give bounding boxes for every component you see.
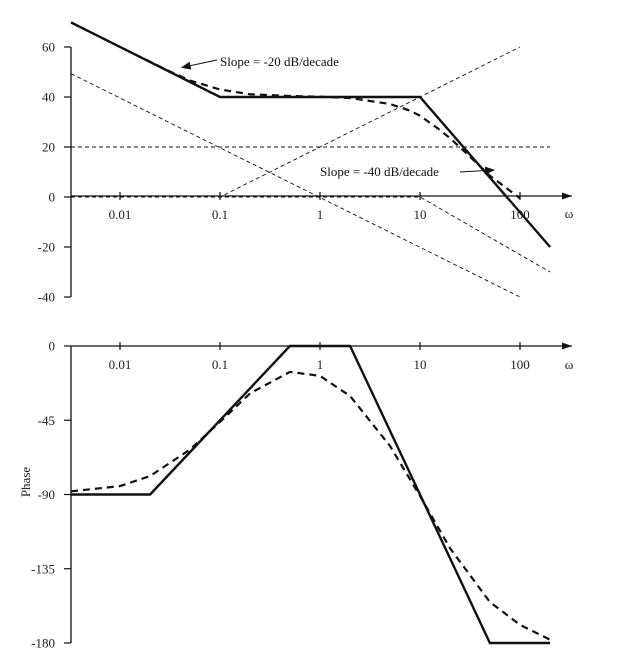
phase-x-tick-label: 100 (510, 357, 530, 372)
phase-y-tick-label: -135 (31, 561, 55, 576)
mag-annotation-label: Slope = -40 dB/decade (320, 164, 439, 179)
phase-series-asymptotic (71, 344, 551, 645)
mag-y-tick-label: -40 (38, 290, 55, 305)
phase-y-ticks: 0 -45 -90 -135 -180 (31, 339, 71, 651)
mag-x-tick-label: 10 (414, 207, 427, 222)
mag-y-tick-label: -20 (38, 240, 55, 255)
phase-y-tick-label: -90 (38, 487, 55, 502)
mag-series-component-1 (70, 73, 521, 298)
phase-x-axis-title: ω (565, 357, 574, 372)
phase-y-axis-title: Phase (18, 467, 33, 498)
phase-y-tick-label: -45 (38, 413, 55, 428)
phase-x-tick-label: 0.01 (109, 357, 132, 372)
mag-x-axis-arrowhead (562, 192, 572, 200)
phase-series-exact (70, 370, 551, 641)
mag-y-tick-label: 0 (49, 190, 56, 205)
mag-series-component-4 (71, 196, 551, 273)
mag-series-exact (70, 21, 521, 200)
phase-x-tick-label: 10 (414, 357, 427, 372)
mag-x-tick-label: 0.01 (109, 207, 132, 222)
phase-y-axis-title-text: Phase (18, 467, 33, 498)
mag-annotation-arrow (459, 166, 495, 175)
mag-annotation-label: Slope = -20 dB/decade (220, 54, 339, 69)
phase-x-axis-arrowhead (562, 342, 572, 350)
magnitude-y-ticks: 60 40 20 0 -20 -40 (38, 40, 71, 305)
mag-x-tick-label: 1 (317, 207, 324, 222)
magnitude-x-ticks: 0.01 0.1 1 10 100 ω (109, 192, 574, 222)
phase-series (70, 344, 551, 645)
phase-x-ticks: 0.01 0.1 1 10 100 ω (109, 342, 574, 372)
mag-annotation-arrow (180, 59, 218, 70)
mag-y-tick-label: 40 (42, 90, 55, 105)
phase-y-tick-label: 0 (49, 339, 56, 354)
magnitude-chart: 0.01 0.1 1 10 100 ω 60 40 20 0 -20 -40 Slope = -20… (38, 21, 574, 305)
phase-chart: Phase 0.01 0.1 1 10 100 ω 0 -45 -90 -135 -180 (18, 339, 574, 651)
mag-x-axis-title: ω (565, 206, 574, 221)
mag-y-tick-label: 60 (42, 40, 55, 55)
phase-x-tick-label: 0.1 (212, 357, 228, 372)
magnitude-annotations: Slope = -20 dB/decade Slope = -40 dB/deca… (180, 54, 495, 179)
mag-y-tick-label: 20 (42, 140, 55, 155)
mag-series-component-2 (71, 46, 521, 198)
mag-x-tick-label: 100 (510, 207, 530, 222)
mag-x-tick-label: 0.1 (212, 207, 228, 222)
phase-y-tick-label: -180 (31, 636, 55, 651)
phase-x-tick-label: 1 (317, 357, 324, 372)
magnitude-axes (70, 47, 572, 297)
phase-axes (70, 342, 572, 643)
